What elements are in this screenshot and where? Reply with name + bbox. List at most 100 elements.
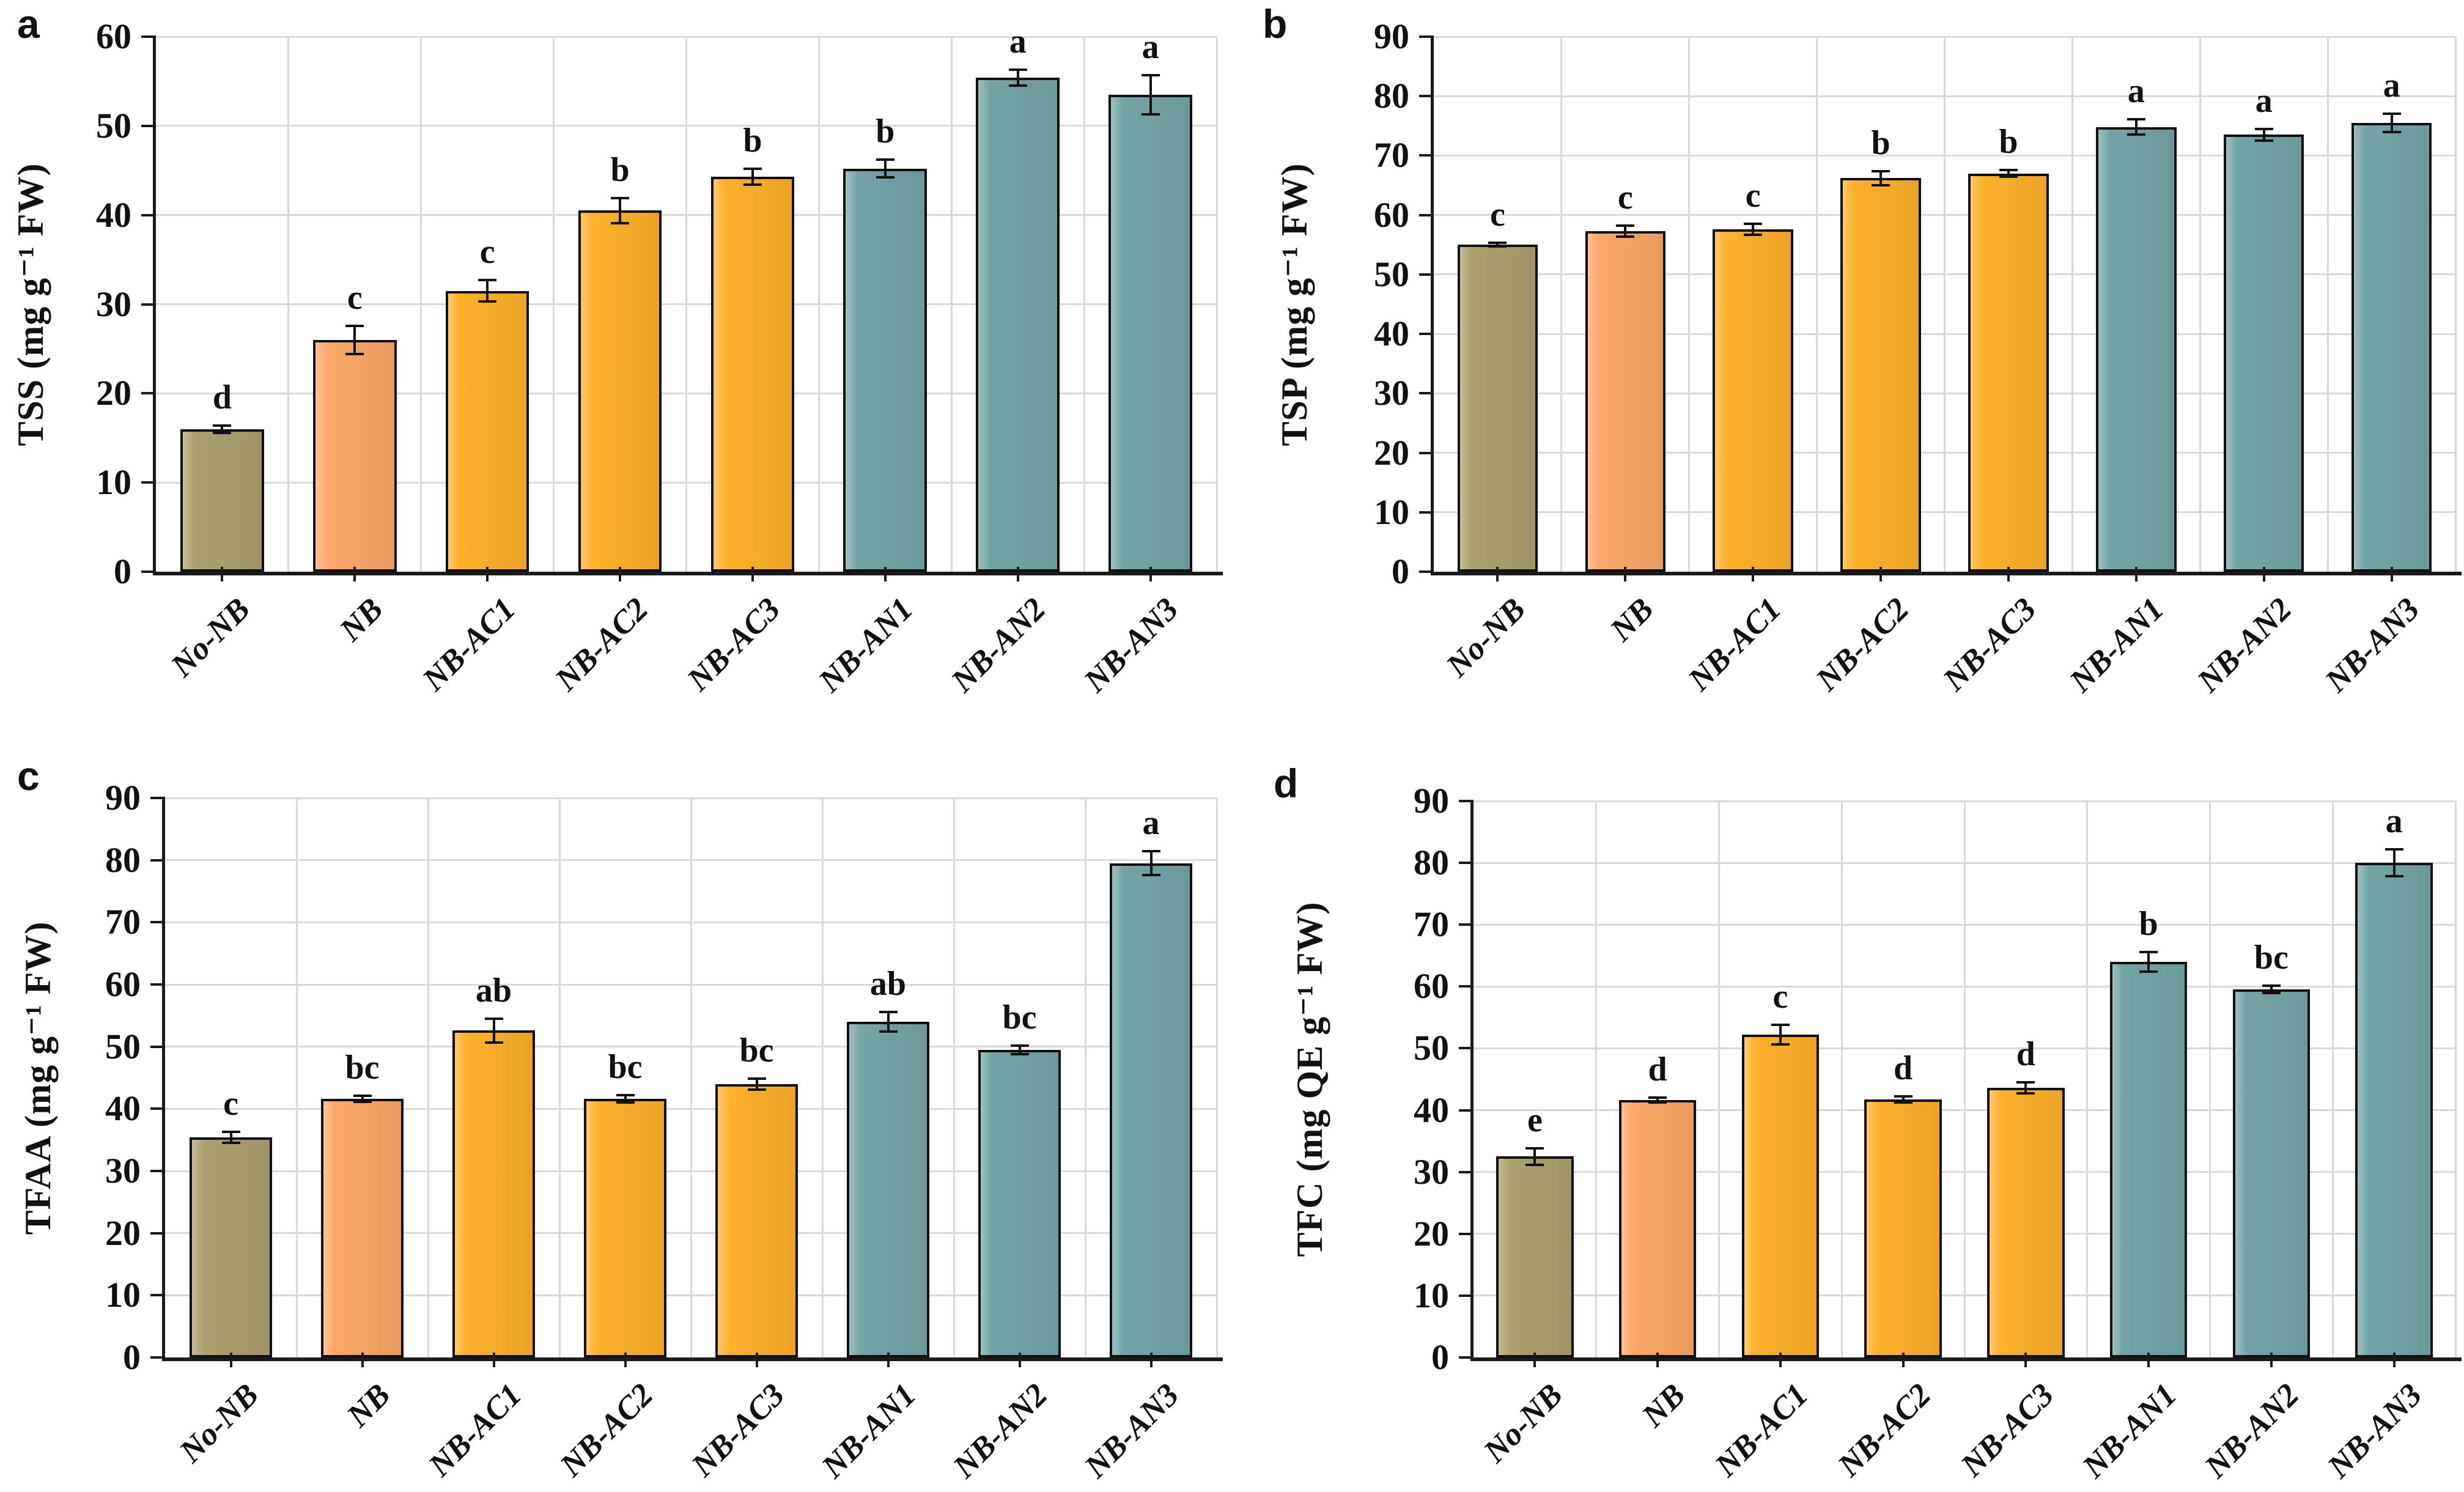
y-axis-tick [150, 983, 165, 986]
x-axis-tick [1533, 1353, 1536, 1367]
y-axis-tick [1459, 985, 1474, 988]
error-bar-cap-top [876, 158, 894, 161]
error-bar [1533, 1148, 1536, 1165]
significance-letter: bc [608, 1047, 643, 1086]
gridline-v [1688, 37, 1691, 572]
significance-letter: c [223, 1084, 238, 1123]
significance-letter: c [479, 233, 495, 271]
error-bar-cap-top [1744, 223, 1763, 226]
y-axis-tick [141, 35, 156, 38]
error-bar-cap-bottom [1744, 233, 1763, 236]
y-axis-tick [1419, 154, 1434, 157]
y-tick-label: 50 [1414, 1028, 1449, 1068]
error-bar [1779, 1025, 1782, 1045]
x-tick-label: NB-AN1 [2075, 1376, 2184, 1485]
x-axis-line [162, 1357, 1223, 1361]
y-axis-tick [150, 1232, 165, 1235]
error-bar-cap-bottom [743, 183, 762, 186]
y-tick-label: 60 [1414, 966, 1449, 1006]
gridline-v [427, 798, 429, 1357]
x-axis-tick [1901, 1353, 1905, 1367]
y-axis-tick [1459, 1294, 1474, 1297]
error-bar [2270, 986, 2273, 994]
gridline-v [953, 798, 955, 1357]
gridline-v [685, 37, 687, 572]
x-tick-label: NB-AN3 [2321, 1376, 2429, 1485]
y-tick-label: 40 [1374, 314, 1409, 354]
error-bar-cap-bottom [1010, 1052, 1029, 1055]
gridline-v [817, 37, 820, 572]
bar-NB-AC2 [1864, 1099, 1942, 1357]
significance-letter: a [1142, 804, 1160, 843]
x-tick-label: NB-AN3 [1077, 591, 1186, 700]
error-bar-cap-top [2254, 127, 2273, 130]
gridline-v [1963, 801, 1966, 1357]
x-axis-tick [221, 567, 224, 582]
error-bar-cap-bottom [213, 431, 232, 434]
error-bar [624, 1095, 627, 1103]
error-bar-cap-bottom [1771, 1043, 1790, 1046]
significance-letter: c [347, 278, 363, 317]
error-bar-cap-bottom [353, 1101, 372, 1104]
bar-NB-AN1 [843, 168, 928, 572]
gridline-v [2331, 801, 2334, 1357]
y-tick-label: 10 [1374, 492, 1409, 532]
gridline-v [2454, 801, 2457, 1357]
error-bar-cap-top [221, 1130, 240, 1133]
bar-No-NB [189, 1137, 273, 1357]
gridline-v [2071, 37, 2073, 572]
error-bar-cap-bottom [221, 1142, 240, 1145]
error-bar-cap-top [1142, 850, 1160, 853]
significance-letter: a [2383, 67, 2400, 105]
significance-letter: ab [869, 964, 907, 1003]
significance-letter: bc [345, 1048, 380, 1087]
error-bar-cap-top [2382, 113, 2401, 116]
error-bar [619, 198, 622, 223]
x-tick-label: NB-AC2 [553, 1376, 660, 1484]
error-bar-cap-top [611, 196, 630, 199]
x-tick-label: NB-AC3 [1953, 1376, 2061, 1484]
bar-NB-AC1 [445, 290, 529, 572]
gridline-v [2209, 801, 2211, 1357]
error-bar [1149, 851, 1153, 876]
bar-NB-AN1 [2096, 127, 2177, 572]
error-bar-cap-bottom [876, 176, 894, 179]
error-bar-cap-top [1525, 1147, 1544, 1150]
x-axis-tick [751, 567, 754, 582]
error-bar-cap-top [616, 1093, 635, 1096]
x-tick-label: No-NB [173, 1376, 266, 1470]
error-bar-cap-bottom [484, 1041, 503, 1044]
x-tick-label: NB [333, 591, 390, 648]
y-axis-tick [141, 303, 156, 306]
y-axis-tick [1459, 1170, 1474, 1173]
y-tick-label: 50 [96, 105, 131, 146]
y-axis-tick [1419, 213, 1434, 216]
error-bar-cap-bottom [1648, 1101, 1667, 1104]
error-bar [1016, 69, 1019, 86]
x-tick-label: No-NB [1477, 1376, 1570, 1470]
gridline-v [558, 798, 561, 1357]
x-axis-tick [2024, 1353, 2027, 1367]
x-axis-tick [2262, 567, 2265, 582]
y-axis-tick [1459, 862, 1474, 865]
y-tick-label: 30 [96, 284, 131, 324]
error-bar-cap-top [2139, 950, 2158, 953]
bar-No-NB [1457, 245, 1538, 572]
significance-letter: d [1894, 1049, 1913, 1088]
x-tick-label: NB [1635, 1376, 1693, 1434]
x-axis-tick [2134, 567, 2138, 582]
y-tick-label: 20 [96, 373, 131, 413]
x-axis-tick [1624, 567, 1627, 582]
significance-letter: d [212, 378, 232, 416]
y-tick-label: 80 [1374, 76, 1409, 116]
error-bar-cap-top [1999, 168, 2018, 171]
error-bar [1624, 226, 1627, 237]
gridline-v [1083, 37, 1085, 572]
x-axis-tick [2147, 1353, 2150, 1367]
error-bar-cap-top [353, 1094, 372, 1097]
y-tick-label: 30 [105, 1151, 141, 1191]
error-bar-cap-top [484, 1017, 503, 1020]
error-bar-cap-bottom [616, 1101, 635, 1104]
error-bar-cap-top [1648, 1096, 1667, 1099]
